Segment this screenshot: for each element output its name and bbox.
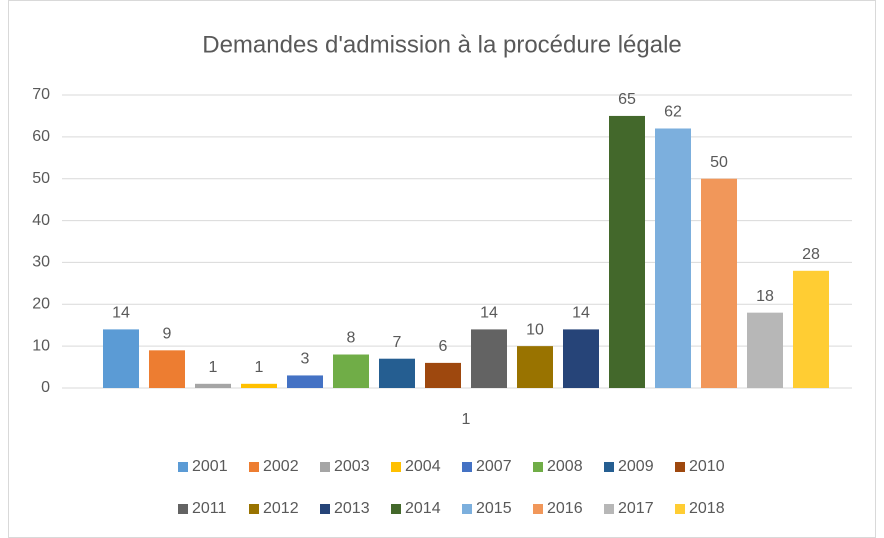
- bar: [149, 350, 185, 388]
- legend-label: 2016: [547, 500, 583, 517]
- legend-label: 2001: [192, 458, 228, 475]
- legend-label: 2002: [263, 458, 299, 475]
- value-label: 28: [802, 246, 820, 263]
- y-tick-label: 20: [32, 296, 50, 313]
- legend-label: 2017: [618, 500, 654, 517]
- legend-swatch: [249, 504, 259, 514]
- legend-swatch: [604, 462, 614, 472]
- y-tick-label: 70: [32, 86, 50, 103]
- value-label: 50: [710, 154, 728, 171]
- value-label: 6: [439, 338, 448, 355]
- bar: [609, 115, 645, 388]
- legend-label: 2015: [476, 500, 512, 517]
- legend-label: 2014: [405, 500, 441, 517]
- legend-label: 2011: [192, 500, 227, 517]
- bar: [425, 362, 461, 388]
- legend-swatch: [604, 504, 614, 514]
- legend-label: 2010: [689, 458, 725, 475]
- y-tick-label: 0: [41, 379, 50, 396]
- bar: [517, 346, 553, 388]
- bar: [747, 312, 783, 388]
- chart-frame: [8, 0, 876, 538]
- legend-swatch: [462, 504, 472, 514]
- legend-label: 2008: [547, 458, 583, 475]
- bar: [103, 329, 139, 388]
- legend-label: 2018: [689, 500, 725, 517]
- value-label: 1: [255, 359, 264, 376]
- bar: [655, 128, 691, 388]
- value-label: 18: [756, 288, 774, 305]
- bar: [333, 354, 369, 388]
- bar: [701, 178, 737, 388]
- value-label: 3: [301, 351, 310, 368]
- y-tick-label: 10: [32, 337, 50, 354]
- value-label: 14: [480, 305, 498, 322]
- legend-swatch: [178, 504, 188, 514]
- value-label: 9: [163, 326, 172, 343]
- value-label: 65: [618, 91, 636, 108]
- bar: [793, 270, 829, 388]
- bar: [287, 375, 323, 388]
- legend-swatch: [533, 504, 543, 514]
- legend-label: 2009: [618, 458, 654, 475]
- legend-swatch: [320, 504, 330, 514]
- bar: [563, 329, 599, 388]
- value-label: 8: [347, 330, 356, 347]
- bar: [241, 383, 277, 388]
- legend-label: 2007: [476, 458, 512, 475]
- legend-swatch: [462, 462, 472, 472]
- legend-swatch: [391, 504, 401, 514]
- y-tick-label: 40: [32, 212, 50, 229]
- legend-label: 2012: [263, 500, 299, 517]
- legend-swatch: [320, 462, 330, 472]
- legend-label: 2013: [334, 500, 370, 517]
- legend-swatch: [178, 462, 188, 472]
- legend-swatch: [533, 462, 543, 472]
- value-label: 10: [526, 321, 544, 338]
- value-label: 7: [393, 334, 402, 351]
- value-label: 62: [664, 104, 682, 121]
- chart-title: Demandes d'admission à la procédure léga…: [202, 31, 682, 58]
- value-label: 1: [209, 359, 218, 376]
- legend-label: 2003: [334, 458, 370, 475]
- legend-label: 2004: [405, 458, 441, 475]
- y-tick-label: 30: [32, 254, 50, 271]
- bar: [379, 358, 415, 388]
- y-tick-label: 60: [32, 128, 50, 145]
- value-label: 14: [112, 305, 130, 322]
- legend-swatch: [249, 462, 259, 472]
- legend-swatch: [675, 462, 685, 472]
- legend-swatch: [391, 462, 401, 472]
- bar: [471, 329, 507, 388]
- y-tick-label: 50: [32, 170, 50, 187]
- value-label: 14: [572, 305, 590, 322]
- legend-swatch: [675, 504, 685, 514]
- bar: [195, 383, 231, 388]
- x-tick-label: 1: [462, 411, 471, 428]
